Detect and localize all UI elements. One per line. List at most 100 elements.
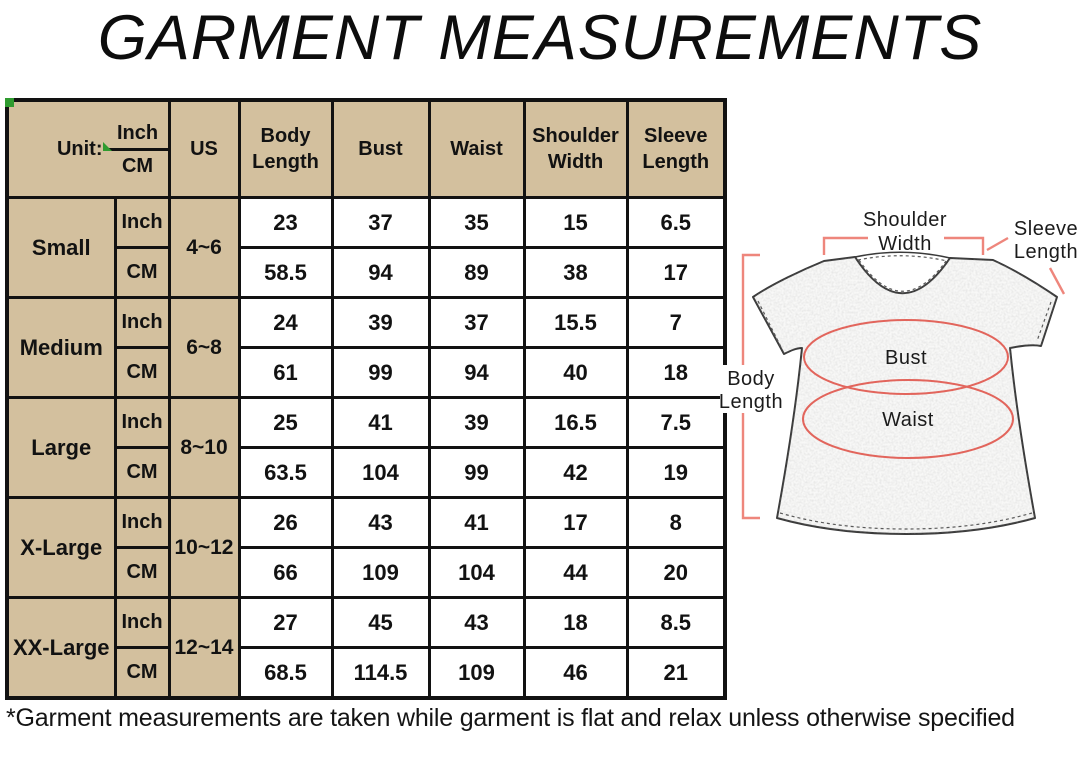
page-title: GARMENT MEASUREMENTS: [97, 3, 983, 73]
table-cell: 17: [625, 246, 727, 299]
shoulder-width-label-line1: Shoulder: [863, 209, 947, 231]
size-label: Large: [5, 396, 117, 499]
table-cell: 99: [330, 346, 431, 399]
unit-inch-label: Inch: [107, 120, 168, 151]
table-cell: 37: [427, 296, 526, 349]
table-cell: 25: [237, 396, 334, 449]
table-row-xxlarge-inch: XX-Large Inch 12~14 27 45 43 18 8.5: [5, 596, 727, 700]
table-cell: 26: [237, 496, 334, 549]
table-cell: 20: [625, 546, 727, 599]
measurement-disclaimer: *Garment measurements are taken while ga…: [6, 704, 1015, 732]
table-cell: 38: [522, 246, 629, 299]
corner-marker: [5, 98, 14, 107]
sleeve-length-label-line1: Sleeve: [1014, 218, 1078, 240]
tshirt-fabric-texture: [753, 257, 1057, 534]
table-cell: 7.5: [625, 396, 727, 449]
table-cell: 44: [522, 546, 629, 599]
table-row-xxlarge-cm: CM 68.5 114.5 109 46 21: [7, 646, 727, 700]
unit-inch-cell: Inch: [113, 496, 171, 549]
table-cell: 8: [625, 496, 727, 549]
table-cell: 94: [330, 246, 431, 299]
unit-header-cell: Unit: Inch CM: [5, 98, 171, 199]
unit-cm-cell: CM: [113, 646, 171, 700]
column-header-shoulder-width: Shoulder Width: [522, 98, 629, 199]
shoulder-width-label-line2: Width: [878, 233, 932, 255]
table-cell: 37: [330, 196, 431, 249]
table-header-row: Unit: Inch CM US Body Length Bust Waist …: [5, 98, 727, 199]
table-cell: 114.5: [330, 646, 431, 700]
table-cell: 15: [522, 196, 629, 249]
column-header-body-length: Body Length: [237, 98, 334, 199]
size-label: X-Large: [5, 496, 117, 599]
table-cell: 41: [427, 496, 526, 549]
table-cell: 45: [330, 596, 431, 649]
column-header-us: US: [167, 98, 241, 199]
table-cell: 7: [625, 296, 727, 349]
table-cell: 19: [625, 446, 727, 499]
us-size-cell: 10~12: [167, 496, 241, 599]
unit-cell-marker: [103, 142, 112, 151]
shoulder-width-bracket: [822, 236, 985, 255]
table-cell: 23: [237, 196, 334, 249]
unit-cm-label: CM: [121, 154, 154, 177]
table-cell: 58.5: [237, 246, 334, 299]
table-cell: 27: [237, 596, 334, 649]
sleeve-length-label-line2: Length: [1014, 241, 1078, 263]
back-neckline: [854, 251, 951, 259]
table-cell: 39: [427, 396, 526, 449]
right-cuff-stitch: [1036, 301, 1052, 342]
table-row-small-cm: CM 58.5 94 89 38 17: [7, 246, 727, 299]
table-cell: 104: [427, 546, 526, 599]
back-neck-stitch: [857, 255, 948, 262]
front-neck-stitch: [858, 259, 947, 292]
table-cell: 35: [427, 196, 526, 249]
size-chart-table: Unit: Inch CM US Body Length Bust Waist …: [5, 98, 727, 700]
table-cell: 42: [522, 446, 629, 499]
us-size-cell: 4~6: [167, 196, 241, 299]
unit-inch-cell: Inch: [113, 196, 171, 249]
hem-stitch: [779, 512, 1033, 530]
table-cell: 17: [522, 496, 629, 549]
table-row-large-inch: Large Inch 8~10 25 41 39 16.5 7.5: [5, 396, 727, 499]
unit-cm-cell: CM: [113, 546, 171, 599]
table-row-small-inch: Small Inch 4~6 23 37 35 15 6.5: [5, 196, 727, 299]
unit-inch-cell: Inch: [113, 296, 171, 349]
us-size-cell: 8~10: [167, 396, 241, 499]
size-label: Small: [5, 196, 117, 299]
table-cell: 63.5: [237, 446, 334, 499]
table-cell: 39: [330, 296, 431, 349]
table-cell: 8.5: [625, 596, 727, 649]
table-cell: 18: [522, 596, 629, 649]
body-length-label-line1: Body: [727, 368, 775, 390]
tshirt-measurement-diagram: Bust Waist Shoulder Width Sleeve Length …: [720, 209, 1078, 535]
table-cell: 68.5: [237, 646, 334, 700]
size-label: XX-Large: [5, 596, 117, 700]
table-cell: 66: [237, 546, 334, 599]
table-cell: 46: [522, 646, 629, 700]
unit-cm-cell: CM: [113, 246, 171, 299]
column-header-waist: Waist: [427, 98, 526, 199]
table-cell: 61: [237, 346, 334, 399]
table-cell: 109: [330, 546, 431, 599]
column-header-bust: Bust: [330, 98, 431, 199]
table-cell: 104: [330, 446, 431, 499]
waist-label: Waist: [882, 409, 934, 431]
table-cell: 89: [427, 246, 526, 299]
table-row-large-cm: CM 63.5 104 99 42 19: [7, 446, 727, 499]
column-header-sleeve-length: Sleeve Length: [625, 98, 727, 199]
body-length-label-backdrop: [720, 365, 782, 413]
table-row-xlarge-inch: X-Large Inch 10~12 26 43 41 17 8: [5, 496, 727, 599]
left-cuff-stitch: [757, 300, 783, 350]
waist-measure-ellipse: [802, 379, 1014, 459]
unit-label: Unit:: [56, 138, 103, 160]
sleeve-length-bracket: [986, 236, 1066, 295]
unit-inch-cell: Inch: [113, 596, 171, 649]
table-cell: 43: [427, 596, 526, 649]
table-cell: 40: [522, 346, 629, 399]
table-cell: 41: [330, 396, 431, 449]
table-cell: 15.5: [522, 296, 629, 349]
table-cell: 43: [330, 496, 431, 549]
table-cell: 16.5: [522, 396, 629, 449]
table-row-xlarge-cm: CM 66 109 104 44 20: [7, 546, 727, 599]
table-cell: 24: [237, 296, 334, 349]
